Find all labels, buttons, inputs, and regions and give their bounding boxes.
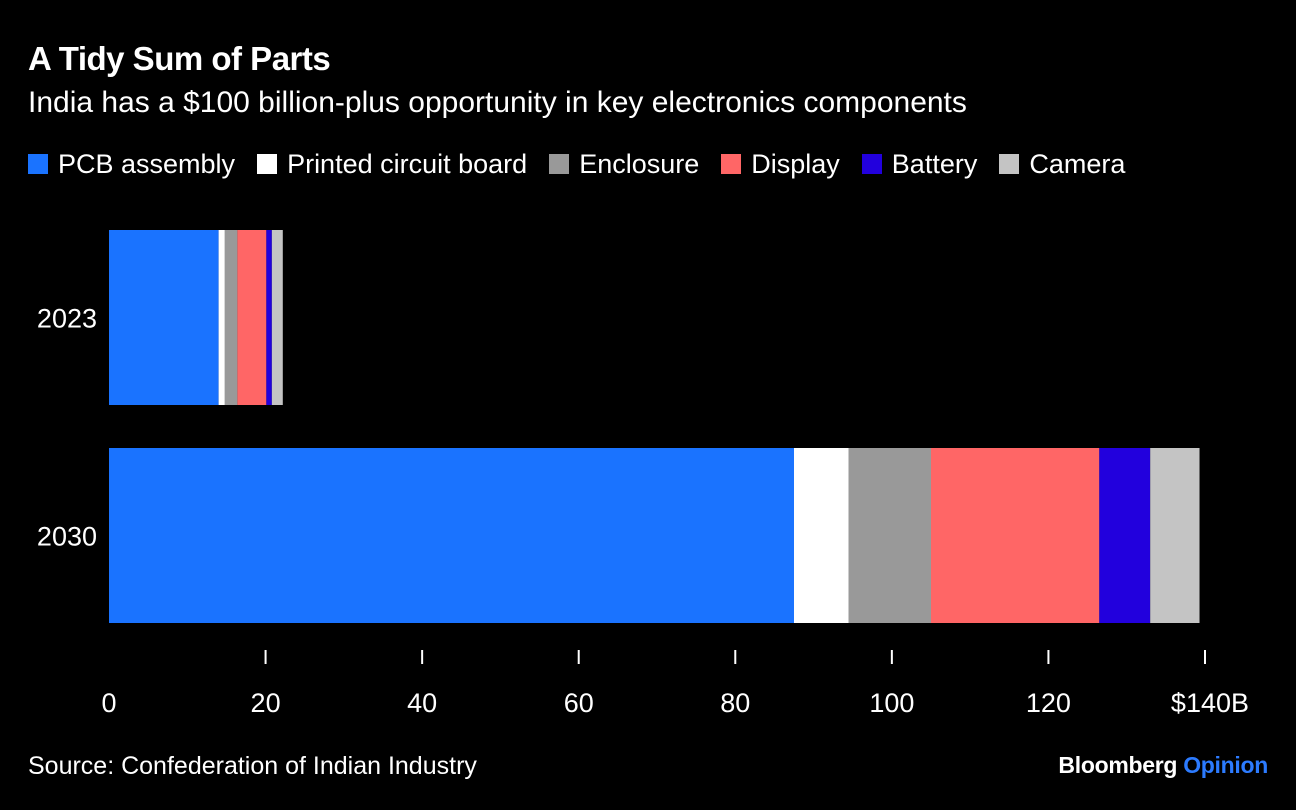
brand-secondary: Opinion	[1183, 752, 1268, 778]
category-label-2030: 2030	[37, 522, 97, 552]
legend-label: Camera	[1029, 148, 1126, 179]
bar-segment-2030-camera	[1150, 448, 1200, 623]
bar-segment-2030-printed-circuit-board	[794, 448, 849, 623]
brand-logo: Bloomberg Opinion	[1058, 752, 1268, 779]
bar-segment-2023-display	[237, 230, 267, 405]
legend-item-camera: Camera	[999, 149, 1125, 180]
bar-segment-2030-enclosure	[848, 448, 931, 623]
category-label-2023: 2023	[37, 304, 97, 334]
legend-label: Battery	[891, 148, 978, 179]
legend-swatch	[257, 154, 278, 174]
bar-segment-2030-pcb-assembly	[109, 448, 794, 623]
legend-swatch	[999, 154, 1020, 174]
legend-label: PCB assembly	[58, 148, 236, 179]
chart-subtitle: India has a $100 billion-plus opportunit…	[28, 86, 967, 119]
chart-title: A Tidy Sum of Parts	[28, 40, 331, 77]
x-tick-label: 60	[564, 688, 594, 718]
bar-segment-2023-camera	[271, 230, 283, 405]
bar-segment-2023-pcb-assembly	[109, 230, 219, 405]
legend: PCB assembly Printed circuit board Enclo…	[28, 146, 1125, 182]
legend-swatch	[28, 154, 48, 174]
brand-primary: Bloomberg	[1058, 752, 1178, 778]
x-tick-label: 40	[407, 688, 437, 718]
bar-segment-2023-enclosure	[224, 230, 238, 405]
legend-item-display: Display	[721, 149, 840, 180]
bar-segment-2030-battery	[1099, 448, 1151, 623]
x-tick-label: 100	[869, 688, 914, 718]
bar-segment-2023-battery	[266, 230, 272, 405]
legend-swatch	[721, 154, 742, 174]
legend-item-enclosure: Enclosure	[549, 149, 699, 180]
x-tick-label: 20	[251, 688, 281, 718]
legend-item-printed-circuit-board: Printed circuit board	[257, 149, 527, 180]
bar-segment-2023-printed-circuit-board	[218, 230, 225, 405]
stacked-bar-chart: 2023 2030 0 20 40 60 80 100 120 $140B	[37, 230, 1249, 718]
x-tick-label: 0	[101, 688, 116, 718]
bar-segment-2030-display	[931, 448, 1100, 623]
legend-item-battery: Battery	[861, 148, 978, 180]
x-tick-label: 120	[1026, 688, 1071, 718]
legend-label: Display	[751, 148, 840, 179]
source-note: Source: Confederation of Indian Industry	[28, 752, 477, 780]
x-tick-label: 80	[720, 688, 750, 718]
legend-item-pcb-assembly: PCB assembly	[28, 149, 235, 180]
legend-label: Printed circuit board	[287, 148, 528, 179]
x-tick-label: $140B	[1171, 688, 1249, 718]
legend-label: Enclosure	[579, 148, 700, 179]
legend-swatch	[549, 154, 570, 174]
legend-swatch	[861, 154, 882, 174]
